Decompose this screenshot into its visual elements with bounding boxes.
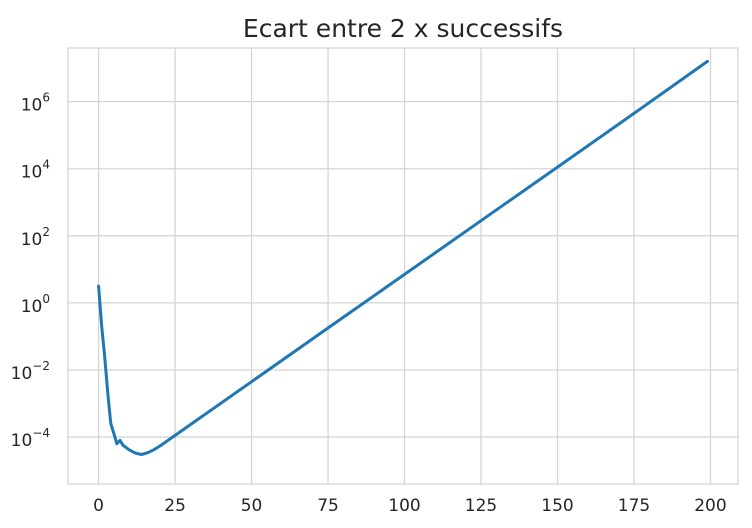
x-tick-label: 150 [541,496,573,516]
series-group [97,59,709,456]
plot-border [67,47,739,485]
y-tick-label: 104 [21,158,50,183]
x-tick-label: 75 [317,496,339,516]
y-tick-labels: 10−4 10−2 100 102 104 106 [11,91,50,451]
plot-frame [67,47,739,485]
x-tick-labels: 0 25 50 75 100 125 150 175 200 [93,496,727,516]
x-tick-label: 0 [93,496,104,516]
x-tick-label: 25 [164,496,186,516]
y-tick-label: 10−4 [11,426,50,451]
chart-title: Ecart entre 2 x successifs [243,14,563,43]
x-tick-label: 200 [694,496,726,516]
grid [68,48,738,484]
x-tick-label: 50 [241,496,263,516]
y-tick-label: 102 [21,225,50,250]
plot-area [68,48,738,484]
x-tick-label: 125 [465,496,497,516]
series-line [97,59,709,456]
y-tick-label: 106 [21,91,50,116]
y-tick-label: 10−2 [11,359,50,384]
y-tick-label: 100 [21,292,50,317]
x-tick-label: 100 [388,496,420,516]
x-tick-label: 175 [618,496,650,516]
